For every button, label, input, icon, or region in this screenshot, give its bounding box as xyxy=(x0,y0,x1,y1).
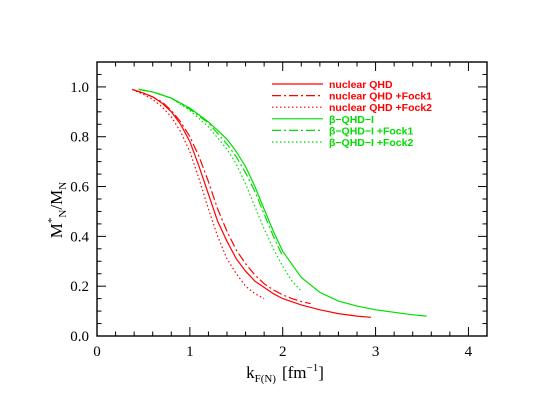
legend-label-3: nuclear QHD +Fock2 xyxy=(329,102,432,114)
legend-label-5: β−QHD−I +Fock1 xyxy=(329,125,413,137)
y-tick-label: 0.2 xyxy=(70,279,89,295)
series-line-6 xyxy=(138,88,302,292)
y-tick-label: 0.8 xyxy=(70,130,89,146)
series-line-2 xyxy=(132,88,311,305)
series-line-4 xyxy=(138,88,427,317)
legend-label-2: nuclear QHD +Fock1 xyxy=(329,91,432,103)
x-axis-label: kF(N) [fm−1] xyxy=(246,362,324,385)
y-tick-label: 0.0 xyxy=(70,329,89,345)
series-line-5 xyxy=(138,88,284,257)
legend-label-4: β−QHD−I xyxy=(329,114,374,126)
y-tick-label: 1.0 xyxy=(70,80,89,96)
series-line-1 xyxy=(132,88,371,318)
x-tick-label: 4 xyxy=(465,344,473,360)
x-tick-label: 3 xyxy=(372,344,380,360)
y-tick-label: 0.6 xyxy=(70,180,89,196)
y-tick-label: 0.4 xyxy=(70,229,89,245)
legend-label-1: nuclear QHD xyxy=(329,79,393,91)
series-line-3 xyxy=(132,88,265,300)
x-tick-label: 2 xyxy=(279,344,287,360)
x-tick-label: 0 xyxy=(93,344,101,360)
series-group xyxy=(132,88,427,318)
legend-label-6: β−QHD−I +Fock2 xyxy=(329,137,413,149)
y-axis-label: M*N/MN xyxy=(46,182,69,238)
x-tick-label: 1 xyxy=(186,344,194,360)
plot-area: 0 1 2 3 4 0.0 0.2 0.4 0.6 0.8 1.0 xyxy=(70,61,488,360)
